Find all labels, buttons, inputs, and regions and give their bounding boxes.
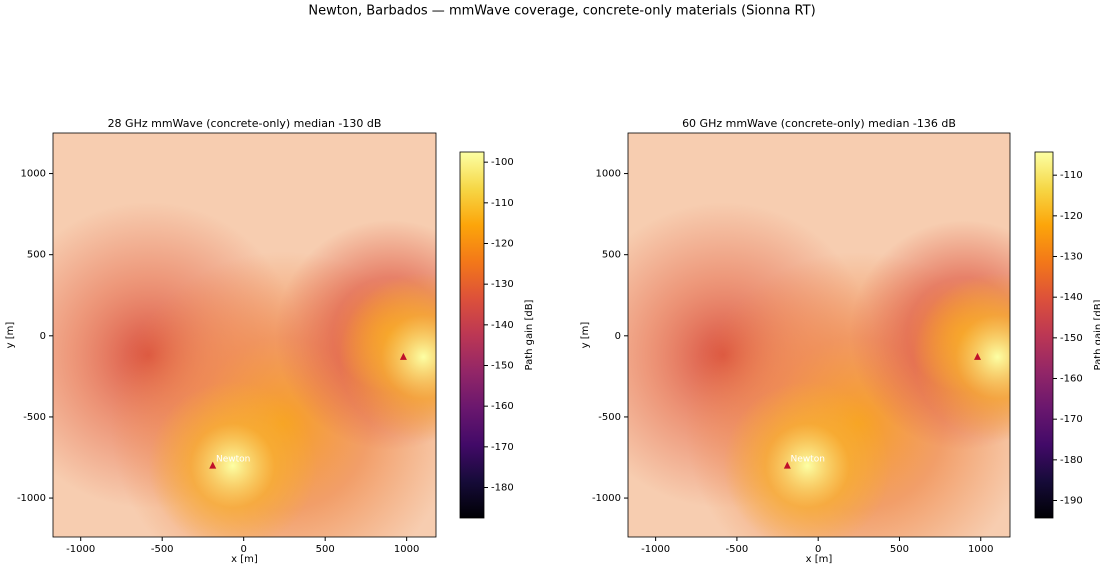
- colorbar-tick-label: -120: [491, 239, 514, 250]
- colorbar-tick-label: -180: [1060, 455, 1083, 466]
- coverage-blob: [913, 272, 1010, 441]
- x-tick-label: 500: [890, 544, 909, 555]
- plot-title: 60 GHz mmWave (concrete-only) median -13…: [682, 117, 956, 130]
- annotation: Newton: [791, 455, 825, 465]
- y-axis-label: y [m]: [5, 322, 16, 349]
- colorbar-tick-label: -100: [491, 157, 514, 168]
- x-tick-label: -1000: [66, 544, 95, 555]
- colorbar-tick-label: -110: [1060, 170, 1083, 181]
- plot-frame: [627, 132, 1011, 538]
- y-tick-label: 0: [615, 331, 621, 342]
- y-axis-label: y [m]: [580, 322, 591, 349]
- x-tick-label: -1000: [641, 544, 670, 555]
- colorbar-tick-label: -120: [1060, 211, 1083, 222]
- colorbar-tick-label: -110: [491, 198, 514, 209]
- coverage-map: [53, 133, 436, 537]
- y-tick-label: -1000: [592, 493, 621, 504]
- x-tick-label: 0: [815, 544, 821, 555]
- coverage-map: [628, 133, 1010, 537]
- x-tick-label: 1000: [394, 544, 419, 555]
- y-tick-label: 1000: [596, 169, 621, 180]
- coverage-blob: [148, 381, 317, 537]
- colorbar-tick-label: -130: [1060, 252, 1083, 263]
- colorbar: [1034, 151, 1054, 519]
- colorbar-tick-label: -150: [1060, 333, 1083, 344]
- colorbar-tick-label: -170: [491, 442, 514, 453]
- transmitter: [209, 461, 217, 469]
- coverage-blob: [339, 272, 436, 442]
- transmitter: [973, 352, 981, 360]
- colorbar-tick-label: -130: [491, 279, 514, 290]
- x-tick-label: 0: [240, 544, 246, 555]
- transmitter: [783, 461, 791, 469]
- x-axis-label: x [m]: [806, 554, 833, 565]
- y-tick-label: 500: [27, 250, 46, 261]
- figure-title: Newton, Barbados — mmWave coverage, conc…: [308, 4, 815, 19]
- transmitter: [399, 352, 407, 360]
- y-tick-label: 1000: [21, 169, 46, 180]
- colorbar-tick-label: -140: [1060, 292, 1083, 303]
- colorbar-tick-label: -160: [491, 401, 514, 412]
- colorbar-tick-label: -170: [1060, 414, 1083, 425]
- coverage-blob: [723, 381, 892, 537]
- colorbar-label: Path gain [dB]: [524, 299, 535, 370]
- y-tick-label: -500: [598, 412, 621, 423]
- x-tick-label: 1000: [968, 544, 993, 555]
- colorbar-tick-label: -160: [1060, 374, 1083, 385]
- colorbar: [459, 151, 485, 519]
- plot-frame: [52, 132, 437, 538]
- y-tick-label: 0: [40, 331, 46, 342]
- y-tick-label: -1000: [17, 493, 46, 504]
- plot-title: 28 GHz mmWave (concrete-only) median -13…: [108, 117, 382, 130]
- x-tick-label: 500: [316, 544, 335, 555]
- colorbar-tick-label: -140: [491, 320, 514, 331]
- colorbar-tick-label: -150: [491, 361, 514, 372]
- colorbar-tick-label: -180: [491, 483, 514, 494]
- colorbar-tick-label: -190: [1060, 496, 1083, 507]
- colorbar-label: Path gain [dB]: [1093, 299, 1100, 370]
- annotation: Newton: [216, 455, 250, 465]
- y-tick-label: 500: [602, 250, 621, 261]
- x-axis-label: x [m]: [231, 554, 258, 565]
- x-tick-label: -500: [151, 544, 174, 555]
- x-tick-label: -500: [726, 544, 749, 555]
- y-tick-label: -500: [23, 412, 46, 423]
